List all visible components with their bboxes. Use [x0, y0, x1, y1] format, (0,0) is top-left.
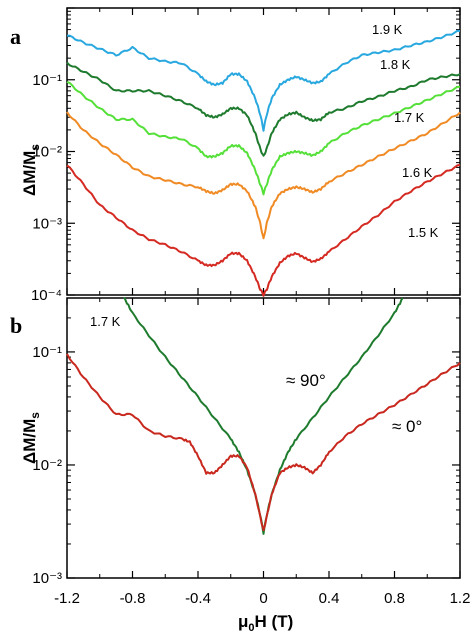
x-tick-label: 0.4 — [319, 590, 340, 607]
x-tick-label: 1.2 — [450, 590, 471, 607]
series-line — [66, 29, 460, 132]
series-label: 1.7 K — [394, 110, 425, 125]
series-line — [66, 353, 461, 532]
series-label: 1.8 K — [380, 57, 411, 72]
panel-b-curves — [66, 296, 461, 535]
series-line — [66, 163, 461, 297]
xlabel-rest: H (T) — [255, 612, 294, 631]
panel-a-ticks: 10⁻¹ 10⁻² 10⁻³ 10⁻⁴ — [31, 7, 461, 304]
y-tick-label: 10⁻¹ — [32, 72, 62, 89]
svg-text:ΔM/Ms: ΔM/Ms — [20, 144, 42, 196]
y-tick-label: 10⁻² — [32, 144, 62, 161]
panel-a-letter: a — [10, 24, 21, 49]
series-label: 1.6 K — [402, 165, 433, 180]
y-tick-label: 10⁻³ — [32, 570, 62, 587]
panel-b-ticks: -1.2 -0.8 -0.4 0 0.4 0.8 1.2 10⁻¹ 10⁻² 10⁻³ — [32, 298, 470, 607]
panel-b: b ΔM/Ms 1.7 K -1.2 -0.8 -0.4 0 0.4 0.8 1.2 10⁻¹… — [10, 296, 470, 607]
y-tick-label: 10⁻² — [32, 457, 62, 474]
xlabel-sub: 0 — [248, 622, 254, 633]
panel-b-temperature-label: 1.7 K — [90, 314, 121, 329]
ylabel-b-main: ΔM/M — [20, 419, 39, 464]
series-line — [66, 61, 461, 157]
panel-a-curves — [66, 29, 461, 297]
ylabel-a-main: ΔM/M — [20, 151, 39, 196]
y-tick-label: 10⁻¹ — [32, 344, 62, 361]
panel-b-plot-frame — [66, 297, 461, 579]
series-line — [66, 80, 461, 196]
angle-0-label: ≈ 0° — [392, 417, 422, 436]
x-tick-label: -1.2 — [54, 590, 80, 607]
x-tick-label: 0.8 — [384, 590, 405, 607]
series-label: 1.9 K — [372, 22, 403, 37]
series-line — [66, 111, 461, 240]
y-tick-label: 10⁻³ — [32, 215, 62, 232]
ylabel-a-sub: s — [28, 144, 42, 151]
y-tick-label: 10⁻⁴ — [31, 287, 62, 304]
svg-text:ΔM/Ms: ΔM/Ms — [20, 412, 42, 464]
panel-a: a ΔM/Ms 10⁻¹ 10⁻² 10⁻³ 10⁻⁴ 1.9 K 1.8 K 1.7 K… — [10, 7, 461, 304]
angle-90-label: ≈ 90° — [286, 371, 326, 390]
x-tick-label: -0.8 — [120, 590, 146, 607]
panel-b-y-axis-label: ΔM/Ms — [20, 412, 42, 464]
svg-text:μ0H (T): μ0H (T) — [238, 612, 293, 633]
xlabel-mu: μ — [238, 612, 248, 631]
series-label: 1.5 K — [408, 225, 439, 240]
ylabel-b-sub: s — [28, 412, 42, 419]
x-tick-label: -0.4 — [185, 590, 211, 607]
x-axis-title: μ0H (T) — [238, 612, 293, 633]
x-tick-label: 0 — [259, 590, 267, 607]
panel-b-letter: b — [10, 313, 22, 338]
panel-a-y-axis-label: ΔM/Ms — [20, 144, 42, 196]
panel-a-series-labels: 1.9 K 1.8 K 1.7 K 1.6 K 1.5 K — [372, 22, 439, 240]
series-line — [123, 296, 404, 535]
